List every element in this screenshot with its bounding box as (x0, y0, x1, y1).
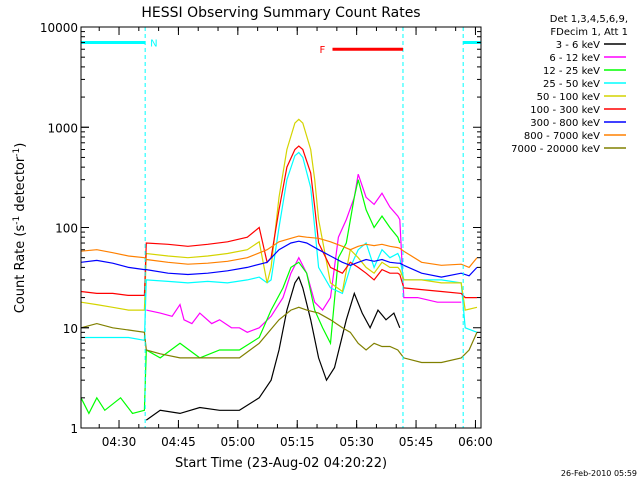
series-line-6 (80, 240, 478, 278)
plot-frame (80, 26, 482, 429)
series-line-2 (80, 179, 401, 415)
x-tick-label-5: 05:45 (399, 435, 434, 449)
y-axis-label-mid: detector (13, 156, 28, 216)
y-tick-label-4: 10000 (40, 21, 78, 35)
legend-label-0: 3 - 6 keV (556, 40, 600, 51)
legend-label-8: 7000 - 20000 keV (511, 144, 600, 155)
y-axis-label-main: Count Rate (s (13, 225, 28, 314)
legend-header-1: FDecim 1, Att 1 (550, 27, 628, 38)
legend-label-5: 100 - 300 keV (530, 105, 600, 116)
y-tick-label-0: 1 (70, 422, 78, 436)
flag-F-label: F (319, 45, 325, 56)
x-axis-label: Start Time (23-Aug-02 04:20:22) (175, 456, 387, 471)
legend-label-6: 300 - 800 keV (530, 118, 600, 129)
legend-label-7: 800 - 7000 keV (524, 131, 600, 142)
y-axis-label-end: ) (13, 143, 28, 148)
x-tick-label-4: 05:30 (339, 435, 374, 449)
flag-N-label: N (150, 39, 157, 50)
series-line-7 (80, 235, 478, 269)
x-tick-label-0: 04:30 (102, 435, 137, 449)
footer-date: 26-Feb-2010 05:59 (561, 469, 637, 478)
legend-header-0: Det 1,3,4,5,6,9, (550, 14, 628, 25)
series-line-5 (80, 145, 477, 299)
y-tick-label-1: 10 (63, 322, 78, 336)
chart-title: HESSI Observing Summary Count Rates (141, 5, 420, 21)
y-tick-label-2: 100 (55, 222, 78, 236)
legend-label-3: 25 - 50 keV (543, 79, 600, 90)
y-axis-label: Count Rate (s-1 detector-1) (12, 143, 28, 314)
x-tick-label-1: 04:45 (161, 435, 196, 449)
legend-label-1: 6 - 12 keV (549, 53, 600, 64)
y-tick-label-3: 1000 (47, 121, 78, 135)
plot-area: N F 1 10 100 1000 10000 04:30 04:45 05:00 05:15 05:… (40, 21, 493, 449)
series-line-8 (80, 306, 478, 364)
legend-label-2: 12 - 25 keV (543, 66, 600, 77)
y-axis-label-sup1: -1 (12, 216, 22, 225)
legend: Det 1,3,4,5,6,9, FDecim 1, Att 1 3 - 6 keV… (511, 14, 628, 155)
legend-label-4: 50 - 100 keV (537, 92, 601, 103)
series-line-4 (80, 118, 478, 311)
x-tick-label-3: 05:15 (280, 435, 315, 449)
series-line-0 (145, 275, 401, 421)
x-tick-label-6: 06:00 (458, 435, 493, 449)
y-axis-label-sup2: -1 (12, 148, 22, 157)
series-line-3 (81, 151, 478, 342)
x-tick-label-2: 05:00 (221, 435, 256, 449)
